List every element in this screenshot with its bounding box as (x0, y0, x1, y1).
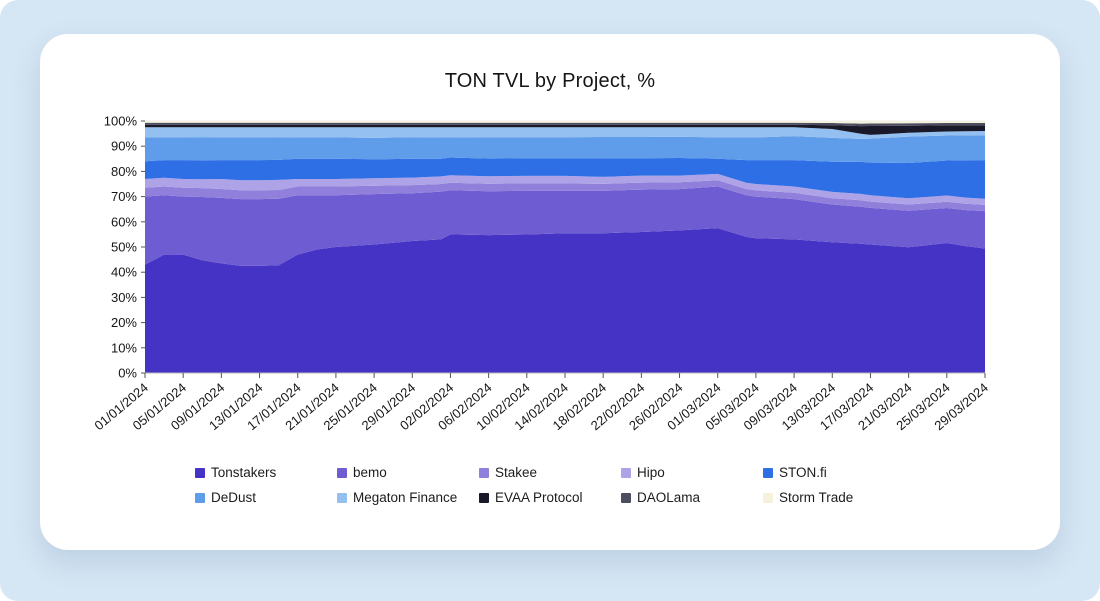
legend-swatch-stakee (479, 467, 489, 478)
y-tick-label: 30% (111, 290, 137, 305)
y-tick-label: 20% (111, 315, 137, 330)
series-area-daolama (145, 122, 985, 127)
legend-label-daolama: DAOLama (637, 490, 701, 505)
legend-swatch-bemo (337, 467, 347, 478)
series-area-storm-trade (145, 121, 985, 124)
legend-label-tonstakers: Tonstakers (211, 465, 277, 480)
legend-label-hipo: Hipo (637, 465, 665, 480)
legend-label-bemo: bemo (353, 465, 387, 480)
y-tick-label: 10% (111, 340, 137, 355)
series-area-hipo (145, 173, 985, 205)
series-area-ston-fi (145, 157, 985, 199)
legend-item-dedust: DeDust (195, 490, 337, 505)
series-area-evaa-protocol (145, 124, 985, 135)
legend-item-bemo: bemo (337, 465, 479, 480)
legend-label-stakee: Stakee (495, 465, 538, 480)
legend-swatch-tonstakers (195, 467, 205, 478)
legend-swatch-ston-fi (763, 467, 773, 478)
legend-label-dedust: DeDust (211, 490, 257, 505)
legend-item-evaa-protocol: EVAA Protocol (479, 490, 621, 505)
y-tick-label: 60% (111, 214, 137, 229)
legend-swatch-evaa-protocol (479, 492, 489, 503)
chart-card: TON TVL by Project, % 0% 10% 20% 30% 40% 50% 6… (40, 34, 1060, 550)
chart-legend: Tonstakers bemo Stakee Hipo STON.fi DeDust Meg… (40, 465, 1060, 505)
legend-label-storm-trade: Storm Trade (779, 490, 854, 505)
y-tick-label: 70% (111, 189, 137, 204)
y-tick-label: 0% (118, 366, 137, 381)
legend-swatch-hipo (621, 467, 631, 478)
y-tick-label: 40% (111, 265, 137, 280)
legend-swatch-dedust (195, 492, 205, 503)
y-tick-label: 90% (111, 139, 137, 154)
series-area-stakee (145, 180, 985, 212)
legend-item-megaton-finance: Megaton Finance (337, 490, 479, 505)
legend-item-tonstakers: Tonstakers (195, 465, 337, 480)
series-area-dedust (145, 135, 985, 163)
legend-swatch-megaton-finance (337, 492, 347, 503)
series-area-tonstakers (145, 228, 985, 373)
legend-swatch-storm-trade (763, 492, 773, 503)
legend-item-ston-fi: STON.fi (763, 465, 905, 480)
tvl-stacked-area-chart: 0%10%20%30%40%50%60%70%80%90%100%01/01/2… (91, 114, 990, 434)
legend-item-storm-trade: Storm Trade (763, 490, 905, 505)
y-tick-label: 80% (111, 164, 137, 179)
series-area-megaton-finance (145, 127, 985, 139)
y-tick-label: 100% (104, 114, 138, 129)
legend-label-evaa-protocol: EVAA Protocol (495, 490, 583, 505)
legend-item-daolama: DAOLama (621, 490, 763, 505)
series-area-bemo (145, 186, 985, 266)
y-tick-label: 50% (111, 240, 137, 255)
legend-label-ston-fi: STON.fi (779, 465, 827, 480)
legend-label-megaton-finance: Megaton Finance (353, 490, 458, 505)
legend-swatch-daolama (621, 492, 631, 503)
legend-item-stakee: Stakee (479, 465, 621, 480)
legend-item-hipo: Hipo (621, 465, 763, 480)
chart-title: TON TVL by Project, % (444, 70, 656, 92)
